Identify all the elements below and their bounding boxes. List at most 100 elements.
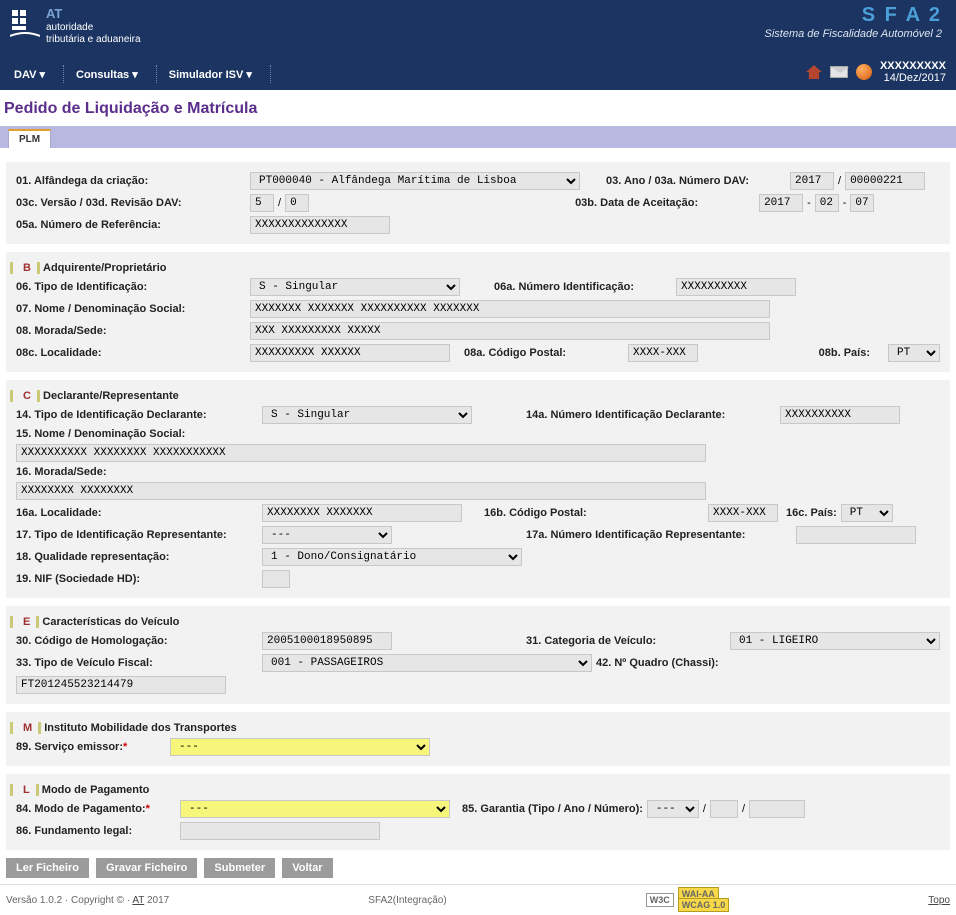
select-tipo-id[interactable]: S - Singular [250,278,460,296]
section-l: L Modo de Pagamento 84. Modo de Pagament… [6,774,950,850]
input-num-id[interactable] [676,278,796,296]
input-localidade-decl[interactable] [262,504,462,522]
input-data-d[interactable] [850,194,874,212]
wcag-badges: W3C WAI-AAWCAG 1.0 [646,889,730,911]
input-chassi[interactable] [16,676,226,694]
select-tipo-id-decl[interactable]: S - Singular [262,406,472,424]
select-categoria[interactable]: 01 - LIGEIRO [730,632,940,650]
input-garantia-num[interactable] [749,800,805,818]
gravar-ficheiro-button[interactable]: Gravar Ficheiro [96,858,197,878]
select-pais-decl[interactable]: PT [841,504,893,522]
footer-year: 2017 [144,895,169,906]
label-84: 84. Modo de Pagamento:* [16,803,176,815]
nav-separator [156,65,157,83]
app-name: S F A 2 [862,4,942,27]
input-numref[interactable] [250,216,390,234]
input-codpostal-decl[interactable] [708,504,778,522]
label-08b: 08b. País: [819,347,870,359]
select-alfandega[interactable]: PT000040 - Alfândega Marítima de Lisboa [250,172,580,190]
label-14a: 14a. Número Identificação Declarante: [526,409,776,421]
label-33: 33. Tipo de Veículo Fiscal: [16,657,258,669]
section-b-letter: B [23,262,31,274]
footer-version: Versão 1.0.2 · Copyright © · [6,895,132,906]
footer-center: SFA2(Integração) [368,895,446,906]
label-18: 18. Qualidade representação: [16,551,258,563]
label-08: 08. Morada/Sede: [16,325,246,337]
select-tipo-fiscal[interactable]: 001 - PASSAGEIROS [262,654,592,672]
input-morada[interactable] [250,322,770,340]
input-revisao[interactable] [285,194,309,212]
label-08a: 08a. Código Postal: [464,347,624,359]
tab-plm[interactable]: PLM [8,129,51,148]
label-14: 14. Tipo de Identificação Declarante: [16,409,258,421]
section-c-letter: C [23,390,31,402]
tab-strip: PLM [0,126,956,148]
input-fundamento[interactable] [180,822,380,840]
current-date: 14/Dez/2017 [880,72,946,84]
input-codpostal[interactable] [628,344,698,362]
label-30: 30. Código de Homologação: [16,635,258,647]
footer-at-link[interactable]: AT [132,895,144,906]
nav-separator [63,65,64,83]
globe-icon[interactable] [856,64,872,80]
select-modo-pagamento[interactable]: --- [180,800,450,818]
label-05a: 05a. Número de Referência: [16,219,246,231]
select-tipo-id-rep[interactable]: --- [262,526,392,544]
submeter-button[interactable]: Submeter [204,858,275,878]
input-homolog[interactable] [262,632,392,650]
input-nome-decl[interactable] [16,444,706,462]
app-subtitle: Sistema de Fiscalidade Automóvel 2 [764,28,942,40]
label-17: 17. Tipo de Identificação Representante: [16,529,258,541]
input-data-m[interactable] [815,194,839,212]
select-pais[interactable]: PT [888,344,940,362]
user-block: XXXXXXXXX 14/Dez/2017 [880,60,946,84]
select-qualidade[interactable]: 1 - Dono/Consignatário [262,548,522,566]
input-data-y[interactable] [759,194,803,212]
input-num-id-decl[interactable] [780,406,900,424]
footer-left: Versão 1.0.2 · Copyright © · AT 2017 [6,895,169,906]
ler-ficheiro-button[interactable]: Ler Ficheiro [6,858,89,878]
section-b-title: Adquirente/Proprietário [43,262,166,274]
label-06: 06. Tipo de Identificação: [16,281,246,293]
input-localidade[interactable] [250,344,450,362]
select-garantia-tipo[interactable]: --- [647,800,699,818]
username: XXXXXXXXX [880,60,946,72]
label-15: 15. Nome / Denominação Social: [16,428,258,440]
mail-icon[interactable] [830,66,848,78]
main-nav: DAV ▾ Consultas ▾ Simulador ISV ▾ XXXXXX… [0,58,956,90]
menu-dav[interactable]: DAV ▾ [8,65,51,84]
input-nome[interactable] [250,300,770,318]
label-07: 07. Nome / Denominação Social: [16,303,246,315]
topo-link[interactable]: Topo [928,895,950,906]
select-servico-emissor[interactable]: --- [170,738,430,756]
button-bar: Ler Ficheiro Gravar Ficheiro Submeter Vo… [6,858,950,878]
label-85: 85. Garantia (Tipo / Ano / Número): [462,803,643,815]
logo-icon [10,6,40,40]
input-ano[interactable] [790,172,834,190]
label-01: 01. Alfândega da criação: [16,175,246,187]
wai-wcag-badge: WAI-AAWCAG 1.0 [678,889,730,911]
section-e-title: Características do Veículo [42,616,179,628]
input-num-id-rep[interactable] [796,526,916,544]
input-garantia-ano[interactable] [710,800,738,818]
nav-separator [270,65,271,83]
label-42: 42. Nº Quadro (Chassi): [596,657,731,669]
section-m-letter: M [23,722,32,734]
home-icon[interactable] [806,65,822,79]
input-nif-hd[interactable] [262,570,290,588]
menu-consultas[interactable]: Consultas ▾ [70,65,144,84]
section-e-letter: E [23,616,30,628]
label-03c: 03c. Versão / 03d. Revisão DAV: [16,197,246,209]
label-31: 31. Categoria de Veículo: [526,635,726,647]
voltar-button[interactable]: Voltar [282,858,332,878]
page-title: Pedido de Liquidação e Matrícula [0,90,956,126]
input-versao[interactable] [250,194,274,212]
org-at: AT [46,6,141,22]
section-b: B Adquirente/Proprietário 06. Tipo de Id… [6,252,950,372]
section-e: E Características do Veículo 30. Código … [6,606,950,704]
menu-simulador[interactable]: Simulador ISV ▾ [163,65,258,84]
section-m-title: Instituto Mobilidade dos Transportes [44,722,237,734]
input-morada-decl[interactable] [16,482,706,500]
input-numdav[interactable] [845,172,925,190]
label-03b: 03b. Data de Aceitação: [575,197,755,209]
